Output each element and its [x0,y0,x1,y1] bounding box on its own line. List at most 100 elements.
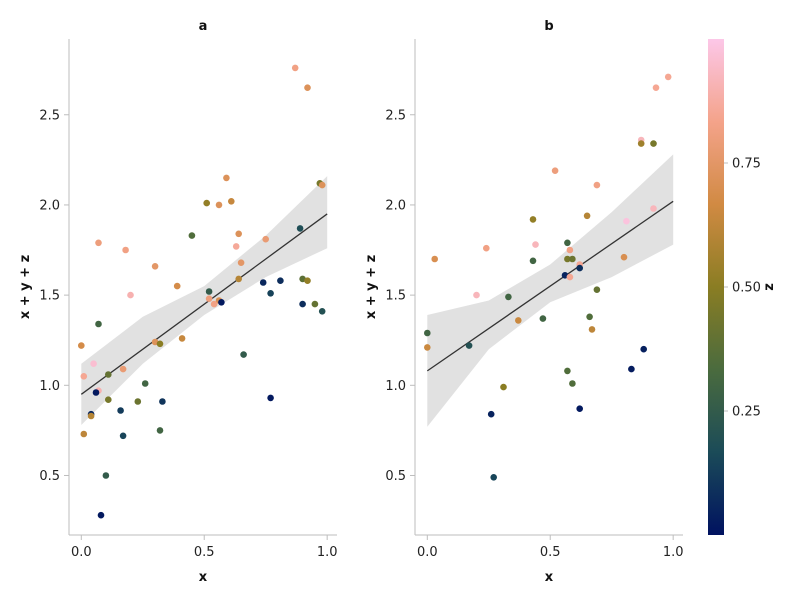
y-tick-label: 2.0 [39,198,60,213]
data-point [532,241,539,248]
data-point [92,389,100,396]
data-point [87,412,95,420]
data-point [620,253,628,261]
data-point [228,198,235,205]
data-point [203,199,210,207]
data-point [505,293,512,301]
data-point [80,430,88,438]
data-point [566,246,574,254]
data-point [95,320,102,328]
x-tick-label: 0.5 [540,545,561,560]
data-point [640,345,647,353]
data-point [583,212,591,220]
data-point [569,255,576,263]
colorbar-label: z [762,283,777,291]
data-point [296,225,304,232]
data-point [564,239,571,247]
data-point [576,264,583,272]
data-point [650,205,657,212]
data-point [218,299,225,306]
panel-a: 0.0 0.5 1.0 0.5 1.0 1.5 2.0 2.5 a x x + y + z [18,19,338,585]
x-tick-label: 1.0 [663,545,684,560]
data-point [529,216,537,223]
data-point [127,291,134,299]
x-axis-title: x [545,570,554,585]
data-point [262,235,270,243]
data-point [299,300,306,308]
data-point [569,380,576,387]
data-point [178,335,186,342]
data-point [566,273,574,281]
data-point [664,73,672,81]
data-point [304,84,311,91]
colorbar-tick-label: 0.50 [732,281,761,296]
panel-b: 0.0 0.5 1.0 0.5 1.0 1.5 2.0 2.5 b x x + y + z [364,19,684,585]
data-point [151,263,159,270]
regression-line [80,213,328,395]
data-point [465,342,473,349]
data-point [119,432,127,440]
y-tick-label: 2.5 [39,108,60,123]
data-point [483,244,490,252]
data-point [173,282,181,290]
data-point [105,371,112,378]
x-axis-title: x [199,570,208,585]
data-point [431,255,439,263]
data-point [205,295,213,303]
data-point [78,342,85,349]
data-point [188,232,196,239]
colorbar-bar [708,39,724,535]
data-point [539,315,547,322]
data-point [156,340,164,348]
panel-title: b [544,19,553,34]
y-tick-label: 1.0 [39,379,60,394]
data-point [122,246,129,254]
data-point [564,367,571,375]
data-point [80,373,88,380]
data-point [237,259,245,267]
data-point [156,427,164,434]
data-point [529,257,537,265]
data-point [652,84,660,91]
data-point [97,511,105,519]
data-point [119,365,127,373]
y-tick-label: 1.5 [385,289,406,304]
data-point [259,279,267,286]
data-point [95,239,102,247]
y-axis-title: x + y + z [364,255,379,319]
x-tick-label: 0.0 [417,545,438,560]
data-point [588,326,596,333]
colorbar: 0.25 0.50 0.75 z [708,39,777,535]
data-point [117,407,124,414]
y-axis-title: x + y + z [18,255,33,319]
x-tick-label: 0.5 [194,545,215,560]
confidence-band [81,176,328,425]
data-point [102,472,110,479]
data-point [291,64,299,72]
panel-title: a [199,19,208,34]
data-point [318,308,326,315]
data-point [105,396,112,404]
data-point [311,300,319,308]
data-point [215,201,223,209]
data-point [586,313,593,321]
data-point [210,300,218,308]
data-point [318,181,326,189]
data-point [159,398,166,405]
data-point [205,288,213,295]
data-point [277,277,284,285]
colorbar-tick-label: 0.75 [732,157,761,172]
data-point [576,405,583,413]
data-point [637,140,645,147]
data-point [593,181,601,189]
data-point [490,474,498,481]
y-tick-label: 2.0 [385,198,406,213]
data-point [650,140,657,147]
data-point [134,398,142,405]
data-point [487,410,495,418]
data-point [304,277,311,285]
data-point [424,329,431,337]
data-point [223,174,230,182]
